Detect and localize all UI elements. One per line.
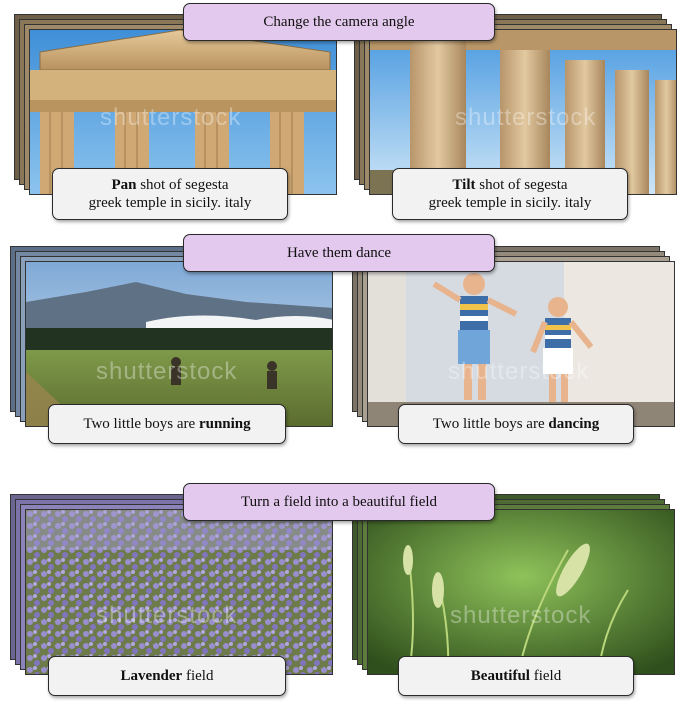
caption-bold-word: dancing — [548, 416, 600, 432]
video-frame-stack-beautiful: shutterstock — [352, 494, 676, 677]
caption-lavender: Lavender field — [48, 656, 286, 696]
caption-bold-word: Tilt — [452, 177, 476, 193]
caption-line2: greek temple in sicily. italy — [428, 195, 592, 211]
section-camera-angle: Change the camera angle — [0, 0, 677, 225]
caption-bold-word: Pan — [111, 177, 137, 193]
caption-bold-word: Beautiful — [470, 668, 530, 684]
instruction-banner: Change the camera angle — [183, 3, 495, 41]
video-frame-stack-dancing: shutterstock — [352, 246, 676, 429]
dancing-boys-image: shutterstock — [367, 261, 675, 427]
caption-beautiful: Beautiful field — [398, 656, 634, 696]
instruction-banner: Turn a field into a beautiful field — [183, 483, 495, 521]
caption-text: field — [182, 668, 214, 684]
caption-text: shot of segesta — [475, 177, 568, 193]
section-field: Turn a field into a beautiful field shut — [0, 480, 677, 701]
caption-text: shot of segesta — [136, 177, 229, 193]
caption-text: Two little boys are — [432, 416, 549, 432]
banner-text: Have them dance — [286, 244, 392, 261]
lavender-field-image: shutterstock — [25, 509, 333, 675]
caption-text: Two little boys are — [83, 416, 199, 432]
caption-running: Two little boys are running — [48, 404, 286, 444]
banner-text: Change the camera angle — [263, 13, 415, 30]
caption-text: field — [529, 668, 562, 684]
video-frame-stack-running: shutterstock — [10, 246, 334, 429]
running-boys-image: shutterstock — [25, 261, 333, 427]
caption-line2: greek temple in sicily. italy — [88, 195, 252, 211]
banner-text: Turn a field into a beautiful field — [240, 493, 438, 510]
beautiful-field-image: shutterstock — [367, 509, 675, 675]
instruction-banner: Have them dance — [183, 234, 495, 272]
section-dance: Have them dance — [0, 232, 677, 452]
caption-pan: Pan shot of segesta greek temple in sici… — [52, 168, 288, 220]
caption-bold-word: Lavender — [120, 668, 183, 684]
caption-bold-word: running — [198, 416, 251, 432]
video-frame-stack-lavender: shutterstock — [10, 494, 334, 677]
caption-tilt: Tilt shot of segesta greek temple in sic… — [392, 168, 628, 220]
caption-dancing: Two little boys are dancing — [398, 404, 634, 444]
